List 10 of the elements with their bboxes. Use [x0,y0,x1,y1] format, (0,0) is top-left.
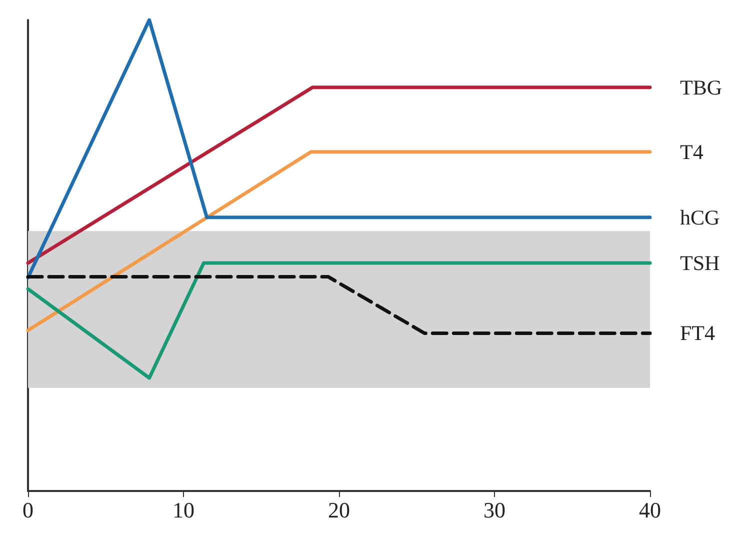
x-tick-label: 40 [639,498,661,522]
x-tick-label: 0 [22,498,34,522]
series-label: TBG [680,75,722,100]
series-label: FT4 [680,321,716,346]
x-tick-label: 10 [172,498,194,522]
series-label: T4 [680,140,704,164]
x-tick-label: 20 [328,498,350,522]
series-label: TSH [680,251,720,276]
x-tick-label: 30 [484,498,506,522]
series-label: hCG [680,205,720,230]
